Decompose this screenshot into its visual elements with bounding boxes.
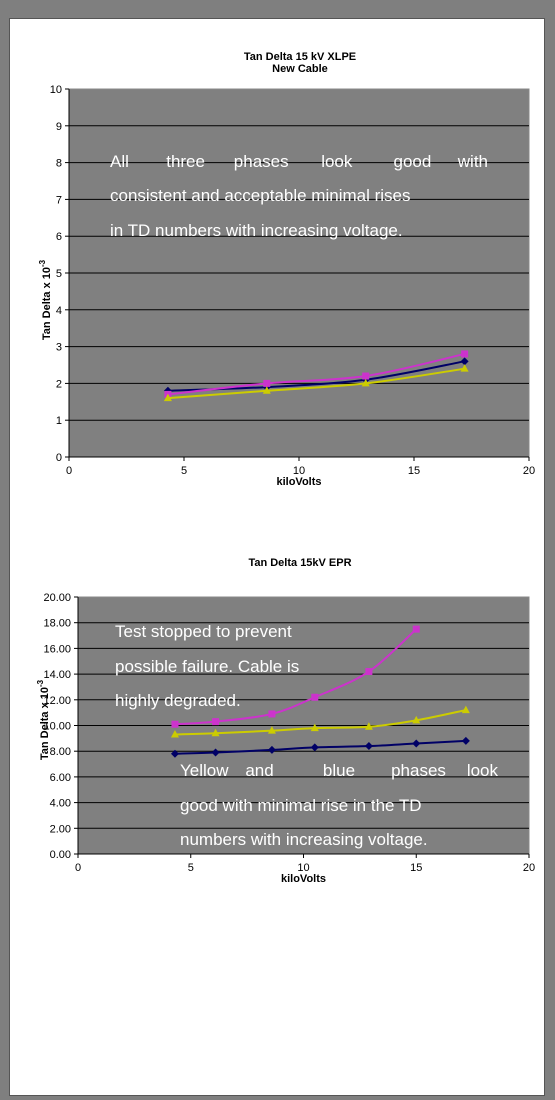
y-tick-label: 8.00 xyxy=(50,746,71,758)
x-tick-label: 10 xyxy=(297,862,309,874)
y-tick-label: 1 xyxy=(56,415,62,427)
data-point xyxy=(267,745,276,754)
y-tick-label: 4.00 xyxy=(50,798,71,810)
x-tick-label: 0 xyxy=(66,465,72,477)
annotation-text: phases xyxy=(234,152,289,171)
y-tick-label: 2 xyxy=(56,378,62,390)
data-point xyxy=(170,729,179,738)
y-tick-label: 9 xyxy=(56,121,62,133)
y-tick-label: 20.00 xyxy=(43,592,71,604)
x-tick-label: 5 xyxy=(181,465,187,477)
data-point xyxy=(212,718,220,726)
annotation-text: good with minimal rise in the TD xyxy=(180,796,422,815)
annotation-text: consistent and acceptable minimal rises xyxy=(110,186,410,205)
data-point xyxy=(362,372,370,380)
data-point xyxy=(364,742,373,751)
y-tick-label: 6.00 xyxy=(50,772,71,784)
data-point xyxy=(460,364,469,372)
data-point xyxy=(268,710,276,718)
annotation-text: blue xyxy=(323,761,355,780)
data-point xyxy=(211,728,220,737)
series-line xyxy=(167,367,465,400)
annotation-text: Test stopped to prevent xyxy=(115,622,292,641)
x-tick-label: 15 xyxy=(410,862,422,874)
y-tick-label: 6 xyxy=(56,231,62,243)
y-tick-label: 18.00 xyxy=(43,618,71,630)
data-point xyxy=(461,350,469,358)
annotation-text: numbers with increasing voltage. xyxy=(180,830,428,849)
y-tick-label: 14.00 xyxy=(43,669,71,681)
annotation-text: and xyxy=(245,761,273,780)
y-tick-label: 5 xyxy=(56,268,62,280)
y-tick-label: 16.00 xyxy=(43,643,71,655)
y-tick-label: 2.00 xyxy=(50,823,71,835)
annotation-text: All xyxy=(110,152,129,171)
y-tick-label: 10 xyxy=(50,84,62,96)
chart-title: Tan Delta 15kV EPR xyxy=(248,557,351,569)
data-point xyxy=(412,715,421,724)
y-tick-label: 3 xyxy=(56,342,62,354)
data-point xyxy=(263,379,271,387)
data-point xyxy=(310,743,319,752)
annotation-text: phases xyxy=(391,761,446,780)
data-point xyxy=(262,386,271,394)
annotation-text: highly degraded. xyxy=(115,691,241,710)
data-point xyxy=(460,357,469,366)
data-point xyxy=(311,693,319,701)
y-tick-label: 4 xyxy=(56,305,62,317)
annotation-text: look xyxy=(321,152,353,171)
data-point xyxy=(310,723,319,732)
y-axis-title: Tan Delta x 10-3 xyxy=(36,679,51,760)
y-tick-label: 0 xyxy=(56,452,62,464)
series-line xyxy=(174,628,417,726)
chart-subtitle: New Cable xyxy=(272,63,328,75)
y-axis-title: Tan Delta x 10-3 xyxy=(38,259,53,340)
series-line xyxy=(167,352,465,396)
data-point xyxy=(461,736,470,745)
y-tick-label: 8 xyxy=(56,158,62,170)
data-point xyxy=(267,726,276,734)
epr-tan-delta-chart: Tan Delta 15kV EPR 0.00 2.00 4.00 6.00 8.00 10… xyxy=(36,557,535,885)
x-tick-label: 10 xyxy=(293,465,305,477)
data-point xyxy=(361,378,370,387)
data-point xyxy=(461,705,470,714)
x-tick-label: 0 xyxy=(75,862,81,874)
x-axis-title: kiloVolts xyxy=(276,476,321,488)
data-point xyxy=(365,668,373,676)
y-tick-label: 12.00 xyxy=(43,695,71,707)
y-tick-label: 7 xyxy=(56,194,62,206)
x-tick-label: 15 xyxy=(408,465,420,477)
data-point xyxy=(163,393,172,402)
data-point xyxy=(412,739,421,748)
annotation-text: look xyxy=(467,761,499,780)
data-point xyxy=(171,720,179,728)
data-point xyxy=(412,625,420,633)
y-tick-label: 0.00 xyxy=(50,849,71,861)
annotation-text: with xyxy=(457,152,488,171)
data-point xyxy=(170,749,179,758)
annotation-text: Yellow xyxy=(180,761,229,780)
data-point xyxy=(211,748,220,757)
x-axis-title: kiloVolts xyxy=(281,873,326,885)
y-tick-label: 10.00 xyxy=(43,721,71,733)
annotation-text: in TD numbers with increasing voltage. xyxy=(110,221,403,240)
x-tick-label: 20 xyxy=(523,862,535,874)
x-tick-label: 20 xyxy=(523,465,535,477)
chart-title: Tan Delta 15 kV XLPE xyxy=(244,51,356,63)
annotation-text: three xyxy=(166,152,205,171)
annotation-text: good xyxy=(393,152,431,171)
data-point xyxy=(364,722,373,730)
annotation-text: possible failure. Cable is xyxy=(115,657,299,676)
x-tick-label: 5 xyxy=(188,862,194,874)
